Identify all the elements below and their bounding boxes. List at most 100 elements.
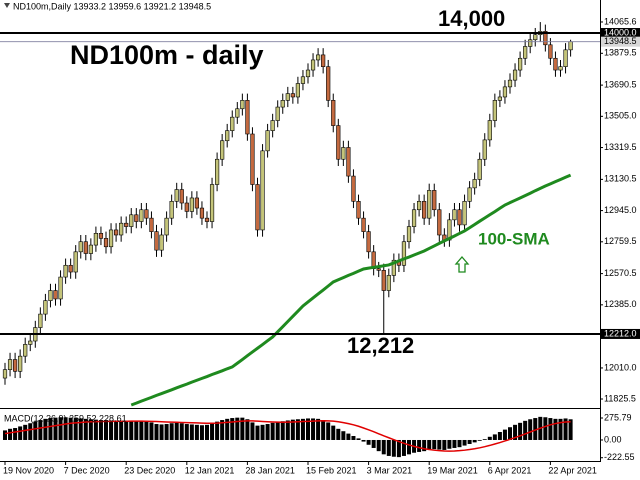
y-tick-label: 14065.6: [604, 16, 637, 26]
annotation: 14,000: [438, 6, 505, 31]
sma-label: 100-SMA: [478, 229, 550, 248]
macd-bar: [331, 425, 336, 440]
y-tick-label: 13879.5: [604, 48, 637, 58]
candle-body: [108, 229, 114, 248]
candle-body: [43, 300, 48, 315]
candle-body: [523, 46, 528, 59]
candle-body: [553, 57, 558, 71]
candle-body: [230, 116, 235, 131]
macd-bar: [23, 424, 28, 440]
macd-bar: [88, 419, 93, 440]
x-tick-label: 12 Jan 2021: [185, 465, 235, 475]
candle-body: [331, 100, 336, 126]
macd-bar: [240, 417, 245, 440]
candle-body: [401, 241, 407, 266]
candle-body: [422, 201, 427, 219]
candle-body: [103, 238, 109, 248]
macd-bar: [235, 417, 240, 440]
macd-bar: [68, 417, 73, 440]
candle-body: [7, 359, 13, 370]
macd-panel: [3, 416, 573, 458]
candle-body: [321, 54, 326, 67]
candle-body: [310, 59, 316, 71]
macd-bar: [427, 439, 432, 450]
macd-bar: [386, 439, 391, 456]
macd-bar: [356, 438, 361, 440]
candle-body: [225, 130, 230, 142]
y-tick-label: 11825.5: [604, 393, 636, 403]
candle-body: [53, 290, 58, 300]
y-tick-label: 13690.5: [604, 79, 637, 89]
macd-bar: [295, 419, 300, 440]
macd-bar: [502, 429, 507, 440]
candle-body: [169, 201, 174, 219]
candle-body: [124, 222, 129, 227]
macd-bar: [225, 418, 230, 440]
macd-bar: [518, 422, 523, 440]
candle-body: [209, 184, 215, 222]
y-tick-label: 12570.5: [604, 268, 637, 278]
candle-body: [487, 120, 492, 141]
macd-bar: [422, 439, 427, 452]
x-tick-label: 6 Apr 2021: [488, 465, 532, 475]
macd-bar: [83, 418, 88, 440]
macd-bar: [250, 422, 255, 440]
macd-bar: [432, 439, 437, 450]
macd-bar: [300, 418, 305, 440]
macd-y-tick-label: 275.79: [604, 412, 632, 422]
candle-body: [361, 217, 366, 232]
candle-body: [285, 93, 290, 101]
x-tick-label: 15 Feb 2021: [306, 465, 357, 475]
candle-body: [149, 217, 154, 232]
y-tick-label: 12759.5: [604, 236, 637, 246]
macd-bar: [149, 422, 154, 440]
candle-body: [326, 66, 331, 101]
candle-body: [300, 76, 306, 84]
candle-body: [416, 201, 422, 211]
candle-body: [184, 202, 189, 212]
candle-body: [240, 100, 245, 110]
candle-body: [199, 207, 205, 219]
macd-bar: [265, 424, 270, 440]
candle-body: [164, 217, 169, 236]
macd-bar: [260, 424, 265, 440]
candle-body: [204, 217, 210, 222]
x-tick-label: 7 Dec 2020: [64, 465, 110, 475]
candle-body: [189, 197, 194, 212]
candle-body: [174, 189, 179, 202]
macd-bar: [3, 430, 7, 440]
macd-bar: [43, 418, 48, 440]
macd-bar: [104, 420, 108, 440]
candle-body: [341, 147, 346, 160]
current-price-label: 13948.5: [604, 36, 637, 46]
macd-bar: [245, 419, 250, 440]
candle-body: [83, 241, 88, 254]
macd-bar: [528, 419, 533, 440]
candle-body: [336, 125, 341, 160]
candle-body: [502, 86, 508, 98]
macd-bar: [467, 439, 472, 444]
candle-body: [98, 233, 104, 239]
candle-body: [472, 179, 477, 189]
candle-body: [512, 69, 518, 81]
candle-body: [568, 41, 573, 51]
macd-bar: [8, 428, 13, 440]
x-tick-label: 3 Mar 2021: [367, 465, 413, 475]
macd-bar: [179, 423, 184, 440]
macd-bar: [109, 420, 114, 440]
macd-bar: [38, 420, 43, 440]
macd-bar: [381, 439, 386, 455]
candle-body: [235, 108, 240, 118]
macd-bar: [396, 439, 401, 458]
candle-body: [315, 54, 321, 61]
macd-bar: [477, 439, 482, 441]
macd-bar: [558, 418, 563, 440]
candle-body: [194, 197, 200, 209]
macd-bar: [462, 439, 467, 446]
macd-bar: [472, 439, 477, 443]
candle-body: [305, 69, 311, 78]
candle-body: [23, 344, 28, 357]
macd-bar: [53, 417, 58, 440]
x-tick-label: 19 Mar 2021: [427, 465, 478, 475]
candle-body: [462, 201, 467, 226]
